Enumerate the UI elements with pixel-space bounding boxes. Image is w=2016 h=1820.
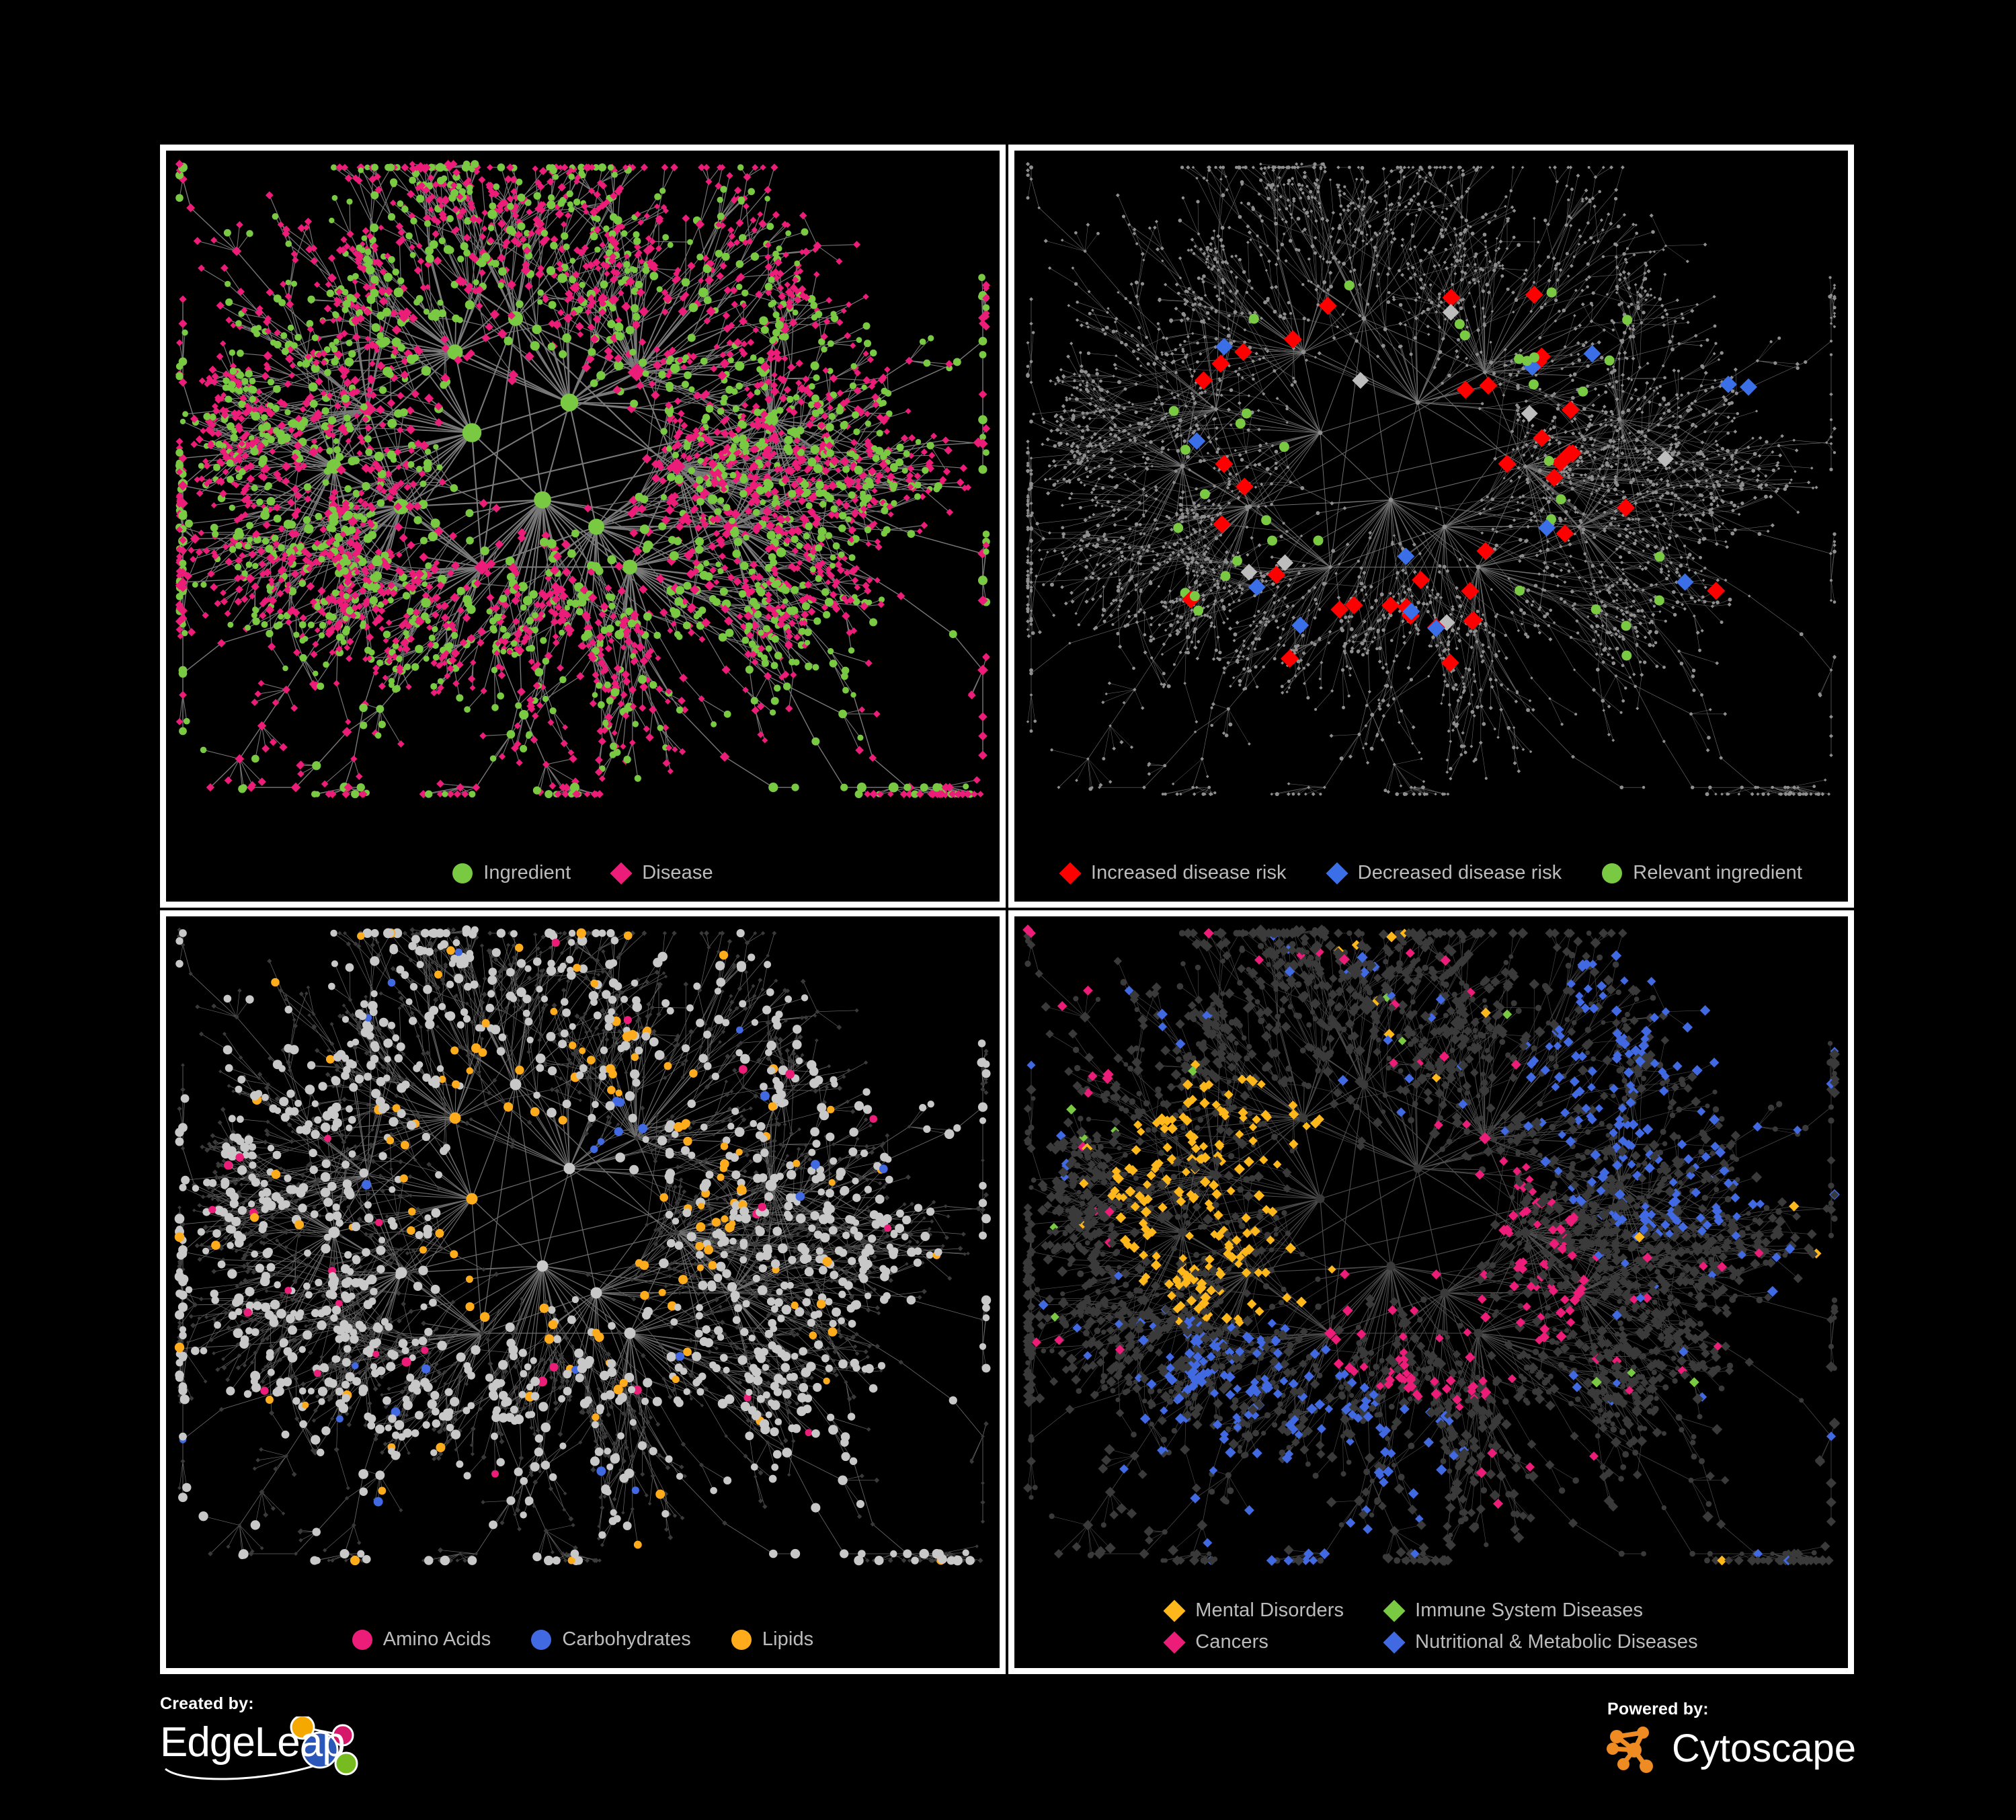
cytoscape-logo: Cytoscape: [1605, 1722, 1856, 1776]
footer-branding: Created by: EdgeLeap Powered by:: [160, 1694, 1856, 1802]
panel-disease-risk[interactable]: Increased disease risk Decreased disease…: [1008, 145, 1854, 908]
edgeleap-graph-icon: [165, 1714, 358, 1780]
network-canvas-disease-risk: [1025, 161, 1837, 797]
cytoscape-graph-icon: [1606, 1727, 1653, 1773]
panel-ingredient-disease[interactable]: Ingredient Disease: [160, 145, 1006, 908]
powered-by-caption: Powered by:: [1607, 1700, 1856, 1719]
edgeleap-wordmark: EdgeLeap: [160, 1722, 346, 1764]
network-canvas-ingredient-classes: [174, 925, 992, 1566]
edgeleap-brand[interactable]: Created by: EdgeLeap: [160, 1694, 442, 1795]
cytoscape-brand[interactable]: Powered by:: [1605, 1700, 1856, 1801]
edgeleap-logo: EdgeLeap: [160, 1714, 429, 1784]
network-canvas-disease-categories: [1022, 924, 1841, 1567]
panel-disease-categories[interactable]: Mental Disorders Immune System Diseases …: [1008, 910, 1854, 1674]
cytoscape-wordmark: Cytoscape: [1672, 1729, 1856, 1768]
created-by-caption: Created by:: [160, 1694, 442, 1714]
panel-ingredient-classes[interactable]: Amino Acids Carbohydrates Lipids: [160, 910, 1006, 1674]
panel-grid: Ingredient Disease Increased disease ris…: [160, 145, 1854, 1674]
network-canvas-ingredient-disease: [175, 159, 991, 799]
